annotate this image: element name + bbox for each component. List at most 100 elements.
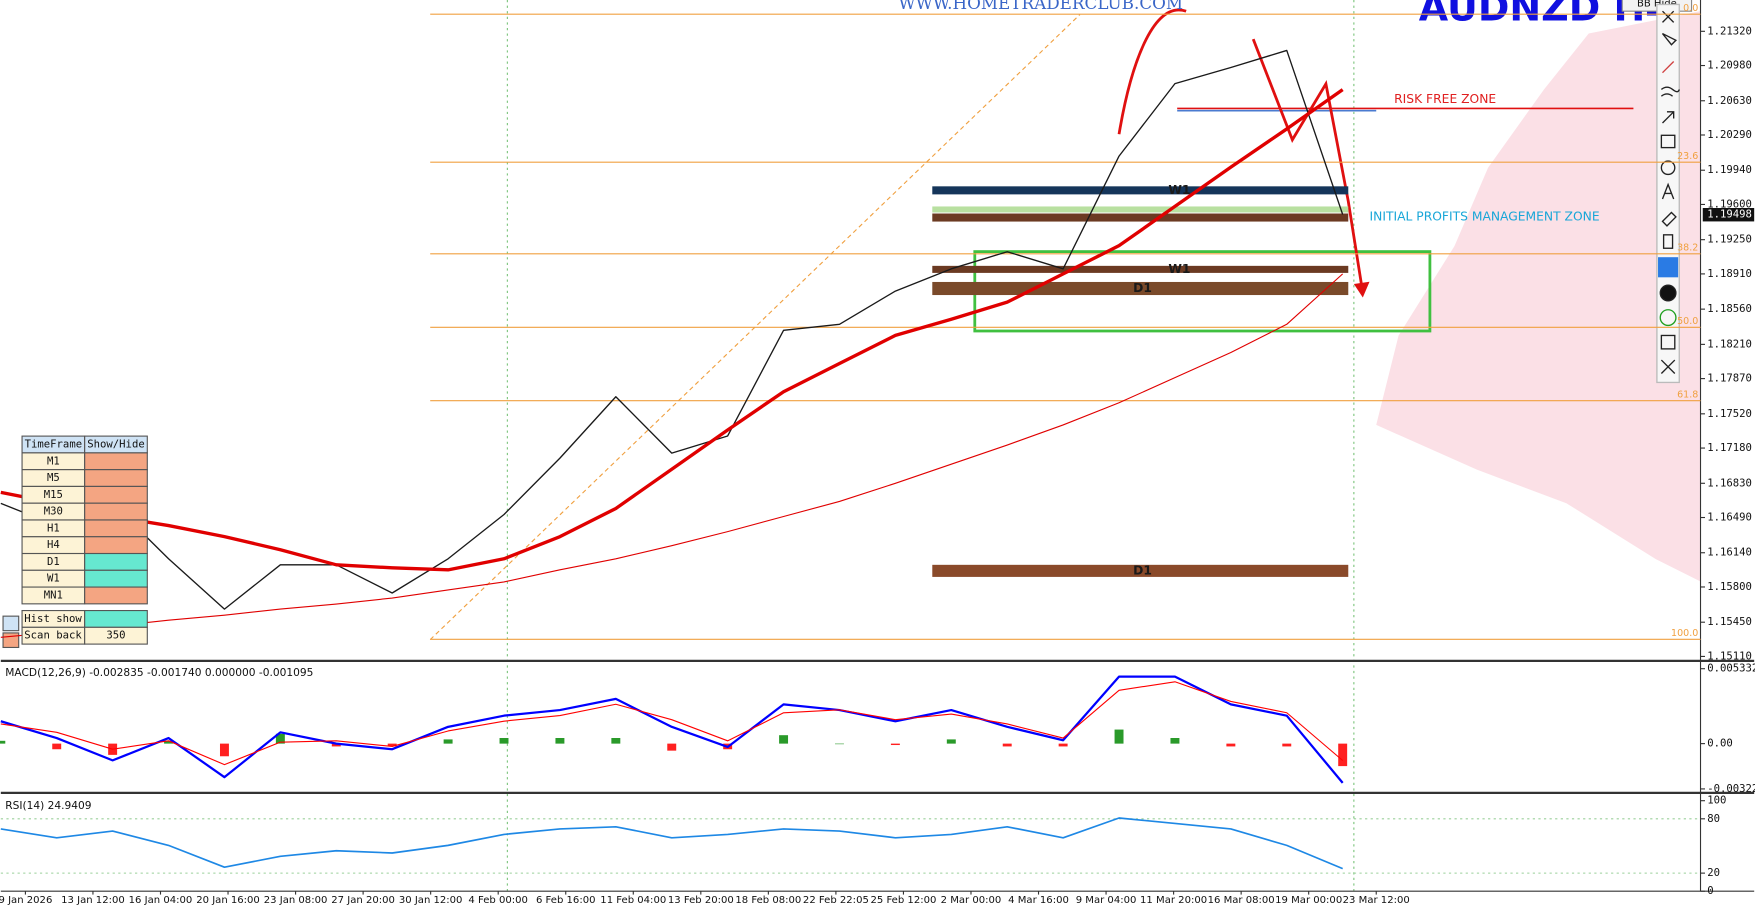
timeframe-label: M15 [44,488,63,501]
x-tick-label: 18 Feb 08:00 [735,895,801,906]
y-tick-label: 0 [1707,884,1713,897]
histogram-bar [946,739,956,744]
watermark: WWW.HOMETRADERCLUB.COM [898,0,1183,13]
x-tick-label: 2 Mar 00:00 [941,895,1002,906]
sr-zone [932,186,1349,195]
scan-value[interactable]: 350 [106,629,125,642]
x-tick-label: 25 Feb 12:00 [870,895,936,906]
hist-label: Hist show [24,612,82,625]
x-tick-label: 16 Mar 08:00 [1208,895,1275,906]
y-tick-label: 80 [1707,812,1720,825]
zone-label: W1 [1168,262,1190,276]
histogram-bar [219,743,229,757]
histogram-bar [164,740,174,744]
histogram-bar [1226,743,1236,747]
y-tick-label: -0.003224 [1707,782,1755,795]
y-tick-label: 1.21320 [1707,24,1752,37]
toggle-cell[interactable] [84,519,148,538]
histogram-bar [499,738,509,744]
series-line [0,273,1344,638]
histogram-bar [275,733,285,744]
histogram-bar [1282,743,1292,747]
x-tick-label: 16 Jan 04:00 [129,895,193,906]
toggle-cell[interactable] [84,452,148,471]
histogram-bar [1002,743,1012,747]
indicator-title: RSI(14) 24.9409 [5,799,91,812]
x-tick-label: 11 Feb 04:00 [600,895,666,906]
y-tick-label: 1.19250 [1707,233,1752,246]
x-tick-label: 13 Feb 20:00 [668,895,734,906]
toggle-cell[interactable] [84,502,148,521]
timeframe-label: D1 [47,555,60,568]
x-tick-label: 13 Jan 12:00 [61,895,125,906]
toggle-cell[interactable] [84,586,148,605]
y-tick-label: 1.17180 [1707,441,1752,454]
timeframe-label: MN1 [44,588,63,601]
timeframe-label: H4 [47,538,60,551]
y-tick-label: 1.16830 [1707,476,1752,489]
fib-label: 100.0 [1671,628,1698,639]
series-line [0,817,1344,870]
x-tick-label: 19 Mar 00:00 [1275,895,1342,906]
histogram-bar [1058,743,1068,747]
histogram-bar [667,743,677,751]
fib-trendline [429,14,1081,641]
toggle-cell[interactable] [84,536,148,555]
y-tick-label: 1.15110 [1707,649,1752,662]
fib-label: 0.0 [1683,3,1698,14]
histogram-bar [331,743,341,747]
histogram-bar [387,743,397,747]
x-tick-label: 23 Mar 12:00 [1343,895,1410,906]
indicator-title: MACD(12,26,9) -0.002835 -0.001740 0.0000… [5,666,313,679]
projection-arrow [1353,281,1370,298]
y-tick-label: 1.19940 [1707,163,1752,176]
x-tick-label: 11 Mar 20:00 [1140,895,1207,906]
x-tick-label: 9 Mar 04:00 [1076,895,1137,906]
y-tick-label: 1.18910 [1707,267,1752,280]
histogram-bar [890,743,900,746]
sr-zone [932,206,1349,213]
scan-input[interactable] [84,626,148,645]
sr-zone [932,564,1349,577]
histogram-bar [1170,738,1180,744]
timeframe-label: M5 [47,471,60,484]
panel-header: TimeFrame [25,437,83,450]
y-tick-label: 1.20630 [1707,94,1752,107]
sr-zone [932,213,1349,222]
toggle-cell[interactable] [84,569,148,588]
toggle-cell[interactable] [84,552,148,571]
volume-profile [1376,11,1701,582]
toggle-cell[interactable] [84,485,148,504]
x-tick-label: 4 Mar 16:00 [1008,895,1069,906]
y-tick-label: 1.17520 [1707,407,1752,420]
y-tick-label: 1.15800 [1707,580,1752,593]
x-tick-label: 30 Jan 12:00 [399,895,463,906]
sr-zone [932,281,1349,296]
y-tick-label: 1.18560 [1707,302,1752,315]
y-tick-label: 1.16140 [1707,546,1752,559]
zone-label: D1 [1133,563,1152,577]
x-tick-label: 27 Jan 20:00 [331,895,395,906]
x-tick-label: 23 Jan 08:00 [264,895,328,906]
fib-label: 38.2 [1677,243,1698,254]
annotation: INITIAL PROFITS MANAGEMENT ZONE [1370,209,1600,223]
series-line [0,49,1344,610]
drawing-toolbar [1656,3,1680,384]
fib-label: 61.8 [1677,390,1698,401]
scan-label: Scan back [24,629,82,642]
series-line [0,88,1344,572]
y-tick-label: 1.17870 [1707,372,1752,385]
current-price-label: 1.19498 [1707,208,1752,221]
series-line [0,675,1344,784]
histogram-bar [835,743,844,745]
annotation: RISK FREE ZONE [1394,92,1496,106]
y-tick-label: 1.18210 [1707,337,1752,350]
toggle-cell[interactable] [84,469,148,487]
y-tick-label: 1.20290 [1707,128,1752,141]
hist-toggle[interactable] [84,609,148,628]
histogram-bar [52,743,62,750]
histogram-bar [443,739,453,744]
histogram-bar [1114,729,1124,744]
